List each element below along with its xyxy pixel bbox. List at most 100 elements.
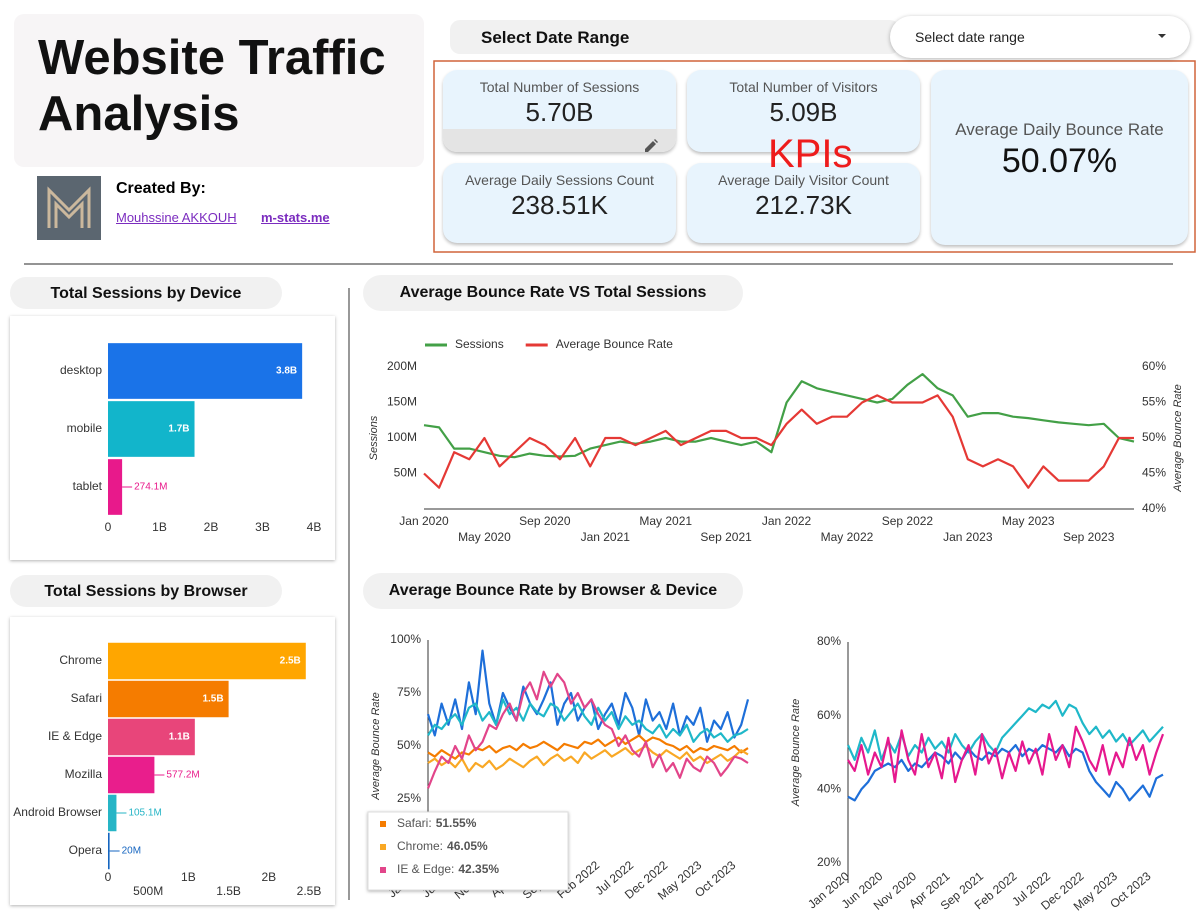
tooltip-value: 42.35%: [458, 862, 499, 876]
bar: [108, 459, 123, 515]
tooltip-label: Chrome:: [397, 839, 443, 853]
dropdown-caret: [1158, 34, 1166, 38]
dropdown-placeholder: Select date range: [915, 29, 1025, 45]
y-tick-label: 50%: [397, 738, 421, 752]
x-tick-label: Jan 2020: [399, 514, 449, 528]
kpi-value: 50.07%: [1001, 142, 1118, 180]
kpi-label: Average Daily Visitor Count: [718, 172, 889, 188]
x-tick-label: May 2020: [458, 530, 511, 544]
x-tick-label: 0: [105, 870, 112, 884]
y-tick-label: 75%: [397, 685, 421, 699]
y-tick-label: 100M: [387, 430, 417, 444]
x-tick-label: 2B: [261, 870, 276, 884]
value-label: 274.1M: [134, 482, 167, 493]
y2-tick-label: 45%: [1142, 466, 1166, 480]
legend-label: Average Bounce Rate: [556, 337, 674, 351]
tooltip-value: 51.55%: [436, 816, 477, 830]
kpi-card: Total Number of Sessions 5.70B: [443, 70, 676, 152]
x-tick-label: Sep 2023: [1063, 530, 1115, 544]
x-tick-label: May 2022: [821, 530, 874, 544]
date-dropdown[interactable]: Select date range: [890, 16, 1190, 58]
kpi-label: Average Daily Sessions Count: [465, 172, 654, 188]
y-axis-title: Average Bounce Rate: [790, 699, 802, 807]
category-label: mobile: [67, 421, 103, 435]
site-link[interactable]: m-stats.me: [261, 210, 330, 225]
kpi-card: Average Daily Bounce Rate 50.07%: [931, 70, 1188, 245]
bar: [108, 343, 303, 399]
legend-label: Sessions: [455, 337, 504, 351]
x-tick-label: Jan 2021: [581, 530, 631, 544]
chart-title: Total Sessions by Browser: [44, 583, 247, 600]
y-tick-label: 200M: [387, 359, 417, 373]
y2-tick-label: 50%: [1142, 430, 1166, 444]
line-series: [423, 394, 1134, 489]
line-series: [426, 670, 749, 789]
x-tick-label: Sep 2020: [519, 514, 571, 528]
y-tick-label: 20%: [817, 855, 841, 869]
tooltip-box: [367, 811, 569, 891]
category-label: tablet: [73, 479, 103, 493]
x-tick-label: 1B: [181, 870, 196, 884]
y-tick-label: 40%: [817, 782, 841, 796]
tooltip-swatch: [380, 867, 386, 873]
value-label: 105.1M: [128, 808, 161, 819]
kpi-card: Total Number of Visitors 5.09B: [687, 70, 920, 152]
line-series: [847, 744, 1164, 802]
date-range-label: Select Date Range: [481, 28, 630, 47]
kpi-value: 212.73K: [755, 190, 852, 220]
value-label: 2.5B: [280, 656, 301, 667]
y-tick-label: 80%: [817, 634, 841, 648]
x-tick-label: Jan 2022: [762, 514, 812, 528]
bar: [108, 832, 110, 870]
value-label: 1.1B: [169, 732, 190, 743]
value-label: 1.7B: [168, 424, 189, 435]
edit-icon[interactable]: [643, 138, 659, 154]
x-tick-label: Sep 2021: [700, 530, 752, 544]
y-axis-title: Sessions: [368, 415, 380, 460]
kpi-label: Average Daily Bounce Rate: [955, 120, 1164, 139]
kpi-card: Average Daily Visitor Count 212.73K: [687, 163, 920, 243]
line-series: [427, 698, 749, 743]
section-pill: [363, 573, 743, 609]
bar: [108, 794, 117, 832]
y-axis-title: Average Bounce Rate: [370, 692, 382, 800]
kpi-value: 5.09B: [769, 97, 838, 127]
author-link[interactable]: Mouhssine AKKOUH: [116, 210, 237, 225]
category-label: desktop: [60, 363, 102, 377]
tooltip: Safari: 51.55% Chrome: 46.05% IE & Edge: 42.3…: [367, 811, 569, 891]
bar: [108, 401, 195, 457]
x-tick-label: May 2021: [639, 514, 692, 528]
category-label: IE & Edge: [48, 729, 102, 743]
y-tick-label: 100%: [390, 632, 421, 646]
category-label: Mozilla: [65, 767, 103, 781]
line-series: [426, 649, 750, 743]
title-box: [14, 14, 424, 167]
value-label: 20M: [122, 846, 141, 857]
x-tick-label: Sep 2022: [882, 514, 934, 528]
y2-tick-label: 55%: [1142, 395, 1166, 409]
tooltip-swatch: [380, 821, 386, 827]
y-tick-label: 60%: [817, 708, 841, 722]
bar: [108, 642, 306, 680]
bar: [108, 680, 229, 718]
tooltip-swatch: [380, 844, 386, 850]
kpi-label: Total Number of Sessions: [479, 79, 640, 95]
x-tick-label: 3B: [255, 520, 270, 534]
page-title: Website Traffic Analysis: [38, 31, 386, 141]
category-label: Android Browser: [13, 805, 102, 819]
kpi-card: Average Daily Sessions Count 238.51K: [443, 163, 676, 243]
bar: [108, 718, 195, 756]
y-tick-label: 50M: [394, 466, 417, 480]
x-tick-label: May 2023: [1002, 514, 1055, 528]
line-series: [427, 744, 749, 773]
section-pill: [10, 575, 282, 607]
logo-mark: [47, 186, 91, 228]
line-series: [423, 373, 1135, 459]
category-label: Chrome: [59, 653, 102, 667]
tooltip-label: IE & Edge:: [397, 862, 454, 876]
category-label: Safari: [71, 691, 102, 705]
section-pill: [10, 277, 282, 309]
x-tick-label: 1B: [152, 520, 167, 534]
kpi-label: Total Number of Visitors: [729, 79, 878, 95]
